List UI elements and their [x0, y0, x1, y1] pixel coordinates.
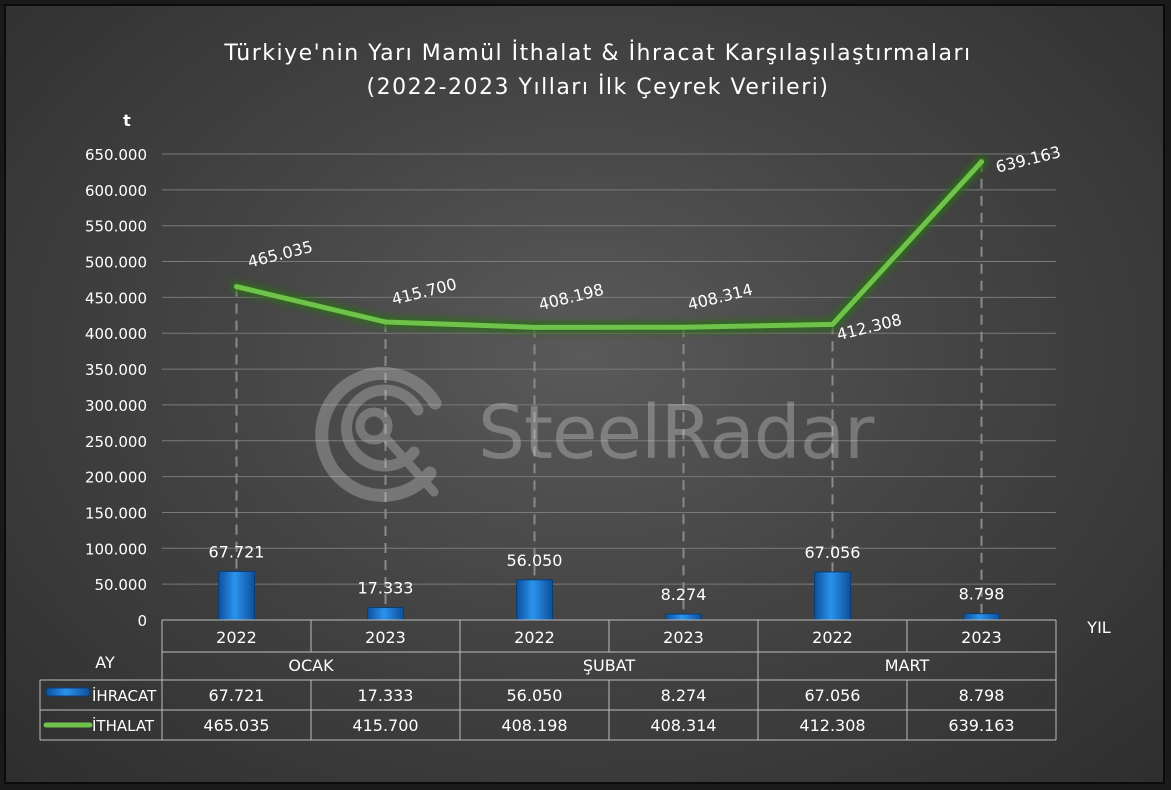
y-tick-label: 100.000: [85, 540, 147, 558]
y-tick-label: 450.000: [85, 289, 147, 307]
export-bars: [218, 570, 1000, 621]
export-data-label: 56.050: [507, 551, 563, 570]
y-tick-label: 650.000: [85, 146, 147, 164]
import-point: [532, 324, 537, 330]
group-label: MART: [885, 656, 930, 675]
y-tick-label: 200.000: [85, 469, 147, 487]
import-data-label: 639.163: [994, 142, 1063, 176]
group-axis-label: AY: [95, 653, 115, 672]
data-table: 2022 2023 2022 2023 2022 2023 OCAK ŞUBAT MART 67.…: [39, 619, 1057, 741]
chart-title-line2: (2022-2023 Yılları İlk Çeyrek Verileri): [367, 74, 830, 100]
y-tick-label: 550.000: [85, 218, 147, 236]
table-cell: 408.314: [650, 716, 716, 735]
table-cell: 465.035: [203, 716, 269, 735]
x-tick-label: 2022: [812, 628, 853, 647]
export-data-labels: 67.721 17.333 56.050 8.274 67.056 8.798: [209, 542, 1005, 604]
import-point: [234, 284, 239, 290]
chart-frame: Türkiye'nin Yarı Mamül İthalat & İhracat…: [4, 4, 1165, 784]
y-axis-label: t: [123, 111, 131, 130]
x-tick-label: 2023: [961, 628, 1002, 647]
x-tick-label: 2023: [663, 628, 704, 647]
table-cell: 67.721: [209, 686, 265, 705]
import-line-glow: [230, 155, 988, 334]
chart-title-line1: Türkiye'nin Yarı Mamül İthalat & İhracat…: [223, 40, 971, 66]
export-bar: [665, 613, 702, 621]
steelradar-watermark: SteelRadar: [315, 366, 876, 502]
table-cell: 8.798: [959, 686, 1005, 705]
import-point: [979, 159, 984, 165]
table-cell: 408.198: [501, 716, 567, 735]
export-data-label: 67.721: [209, 542, 265, 561]
export-bar: [814, 571, 851, 621]
y-tick-label: 400.000: [85, 325, 147, 343]
group-label: OCAK: [288, 656, 334, 675]
legend-key-export: [45, 687, 91, 697]
table-cell: 415.700: [352, 716, 418, 735]
table-cell: 67.056: [805, 686, 861, 705]
y-tick-label: 150.000: [85, 504, 147, 522]
y-tick-label: 0: [137, 612, 147, 630]
export-data-label: 17.333: [358, 579, 414, 598]
export-bar: [516, 579, 553, 621]
export-data-label: 67.056: [805, 543, 861, 562]
drop-lines: [235, 161, 983, 620]
table-cell: 412.308: [799, 716, 865, 735]
group-label: ŞUBAT: [583, 656, 636, 675]
export-data-label: 8.798: [959, 585, 1005, 604]
import-data-label: 408.314: [686, 280, 755, 314]
chart-svg: Türkiye'nin Yarı Mamül İthalat & İhracat…: [39, 40, 1111, 741]
import-line: [230, 155, 988, 334]
export-bar: [367, 607, 404, 621]
export-bar: [218, 570, 255, 621]
y-tick-label: 500.000: [85, 254, 147, 272]
import-series-line: [234, 159, 984, 330]
import-data-label: 415.700: [390, 274, 459, 308]
y-tick-label: 600.000: [85, 182, 147, 200]
table-cell: 17.333: [358, 686, 414, 705]
legend-label-export: İHRACAT: [92, 686, 157, 705]
y-tick-label: 300.000: [85, 397, 147, 415]
y-tick-label: 250.000: [85, 433, 147, 451]
x-axis-label: YIL: [1086, 618, 1110, 637]
y-tick-label: 350.000: [85, 361, 147, 379]
gridlines: [162, 153, 1056, 621]
import-data-label: 465.035: [246, 237, 315, 271]
import-point: [681, 324, 686, 330]
watermark-text: SteelRadar: [478, 390, 875, 476]
radar-logo-icon: [315, 366, 442, 502]
y-tick-labels: 0 50.000 100.000 150.000 200.000 250.000 300.0…: [85, 146, 147, 630]
legend-label-import: İTHALAT: [92, 716, 155, 735]
import-point: [830, 321, 835, 327]
x-tick-label: 2023: [365, 628, 406, 647]
table-cell: 56.050: [507, 686, 563, 705]
import-point: [383, 319, 388, 325]
table-cell: 639.163: [948, 716, 1014, 735]
y-tick-label: 50.000: [95, 576, 148, 594]
export-data-label: 8.274: [661, 585, 707, 604]
x-tick-label: 2022: [514, 628, 555, 647]
table-cell: 8.274: [661, 686, 707, 705]
x-tick-label: 2022: [216, 628, 257, 647]
import-data-label: 408.198: [537, 280, 606, 314]
export-bar: [963, 613, 1000, 621]
